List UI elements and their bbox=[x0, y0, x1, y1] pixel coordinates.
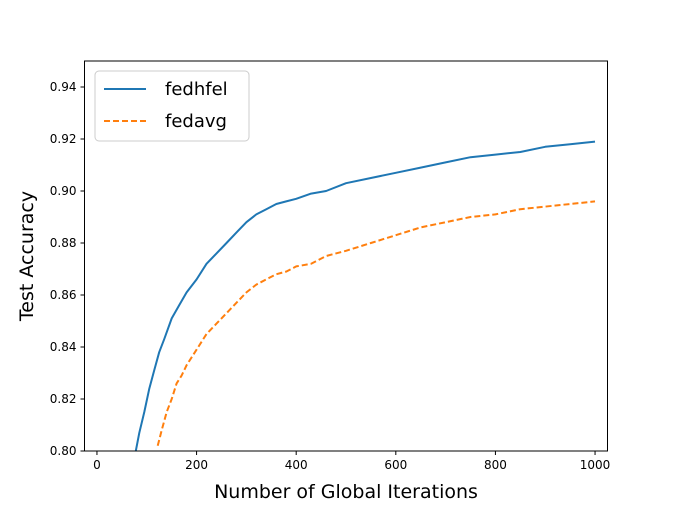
x-tick-label: 0 bbox=[93, 458, 101, 472]
legend-label-fedhfel: fedhfel bbox=[165, 79, 228, 100]
y-axis-label: Test Accuracy bbox=[16, 191, 38, 322]
x-tick-label: 800 bbox=[484, 458, 507, 472]
y-tick-label: 0.94 bbox=[50, 80, 77, 94]
y-tick-label: 0.92 bbox=[50, 132, 77, 146]
axes-frame bbox=[84, 60, 608, 452]
x-tick-label: 600 bbox=[384, 458, 407, 472]
y-tick-label: 0.84 bbox=[50, 340, 77, 354]
y-axis-ticks: 0.80 0.82 0.84 0.86 0.88 0.90 0.92 0.94 bbox=[50, 80, 85, 458]
series-line-fedavg bbox=[156, 200, 596, 447]
y-tick-label: 0.90 bbox=[50, 184, 77, 198]
x-tick-label: 1000 bbox=[580, 458, 611, 472]
y-tick-label: 0.88 bbox=[50, 236, 77, 250]
y-tick-label: 0.86 bbox=[50, 288, 77, 302]
plot-series bbox=[134, 140, 596, 451]
y-tick-label: 0.82 bbox=[50, 392, 77, 406]
y-tick-label: 0.80 bbox=[50, 444, 77, 458]
x-tick-label: 200 bbox=[185, 458, 208, 472]
legend: fedhfel fedavg bbox=[94, 70, 250, 142]
x-axis-ticks: 0 200 400 600 800 1000 bbox=[93, 451, 610, 472]
x-tick-label: 400 bbox=[285, 458, 308, 472]
x-axis-label: Number of Global Iterations bbox=[214, 481, 478, 503]
legend-label-fedavg: fedavg bbox=[165, 111, 227, 132]
series-line-fedhfel bbox=[134, 140, 596, 451]
